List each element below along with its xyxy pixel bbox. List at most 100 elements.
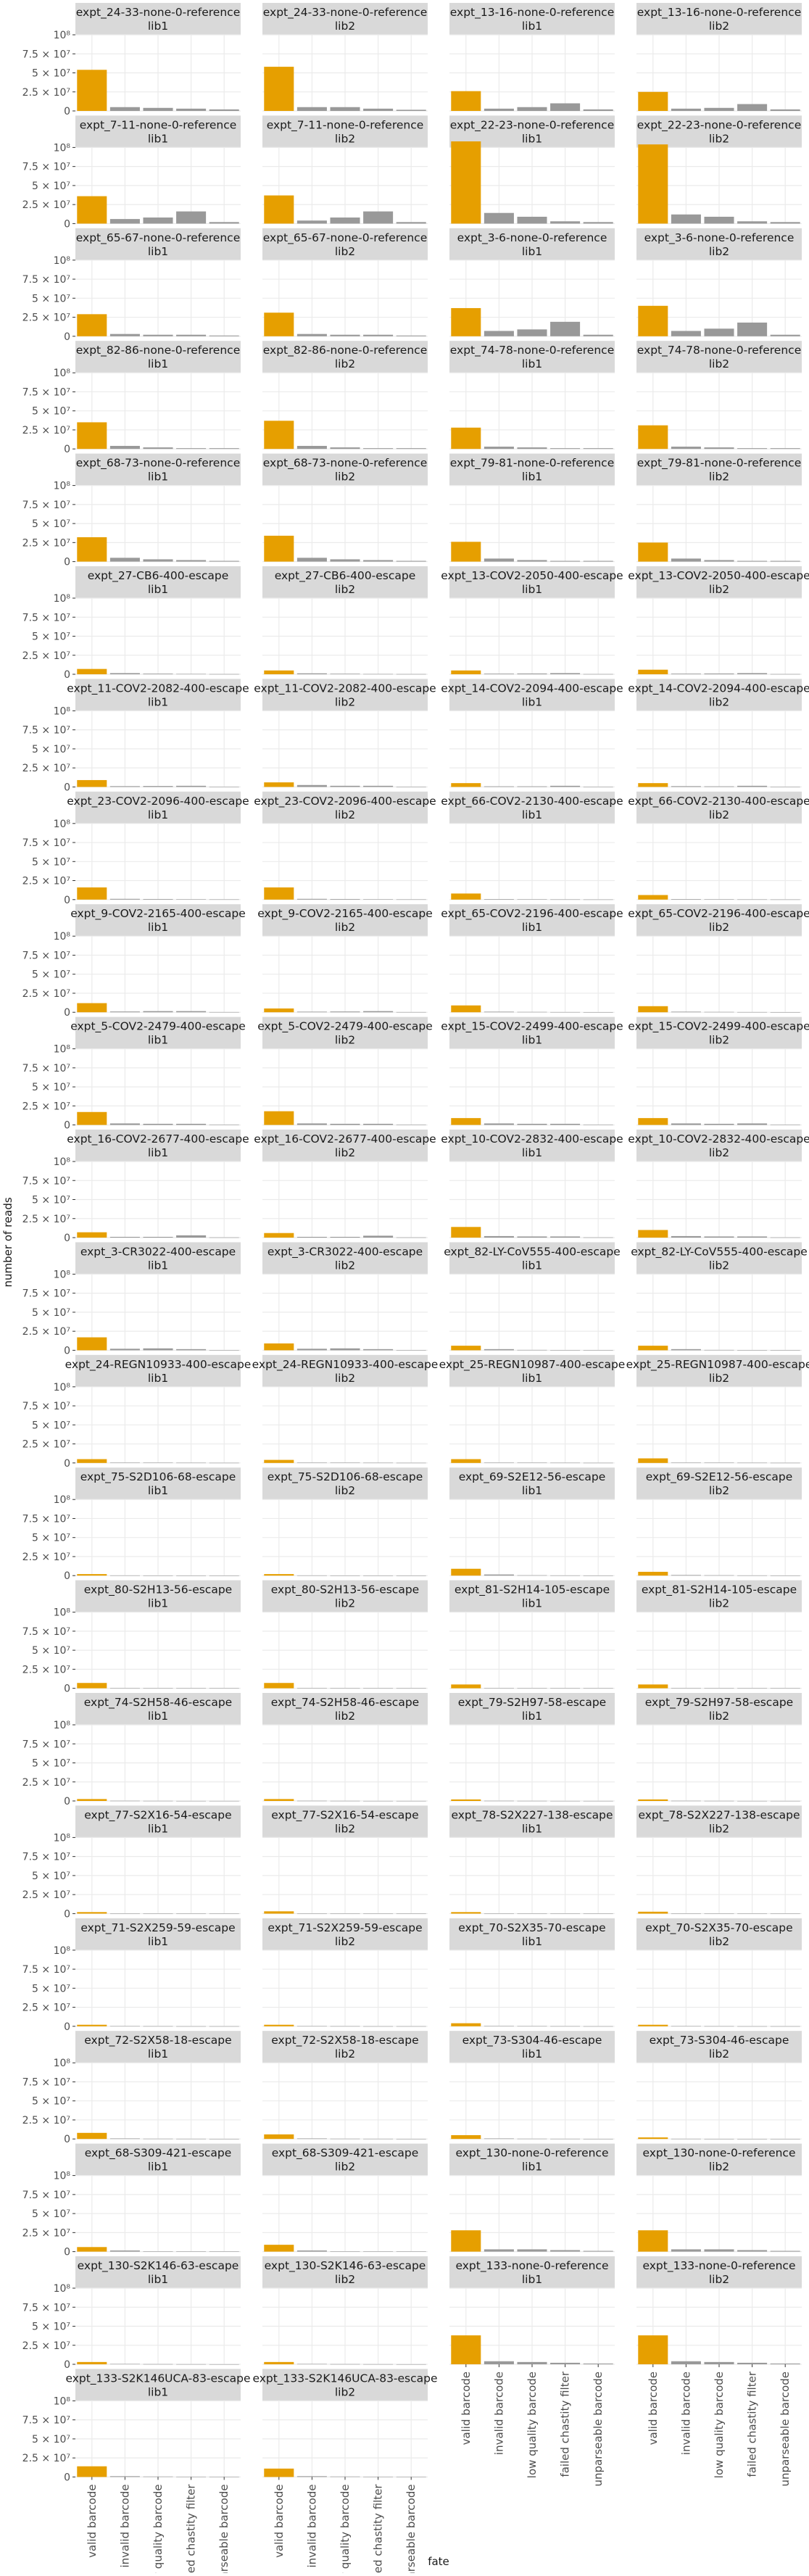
y-tick-label: 0 xyxy=(64,1345,70,1357)
y-tick-label: 10⁸ xyxy=(54,1269,71,1280)
facet-title: expt_5-COV2-2479-400-escape xyxy=(257,1020,433,1034)
bar-unparseable-barcode xyxy=(583,674,613,675)
x-tick-label: invalid barcode xyxy=(679,2372,692,2455)
bar-failed-chastity-filter xyxy=(737,1011,768,1013)
facet-strip xyxy=(262,1354,428,1387)
facet-title: expt_22-23-none-0-reference xyxy=(450,118,614,132)
bar-failed-chastity-filter xyxy=(737,1800,768,1802)
bar-low-quality-barcode xyxy=(517,560,547,562)
facet-lib: lib1 xyxy=(148,471,168,484)
bar-failed-chastity-filter xyxy=(176,1575,207,1576)
bar-failed-chastity-filter xyxy=(737,1350,768,1351)
y-tick-label: 5 × 10⁷ xyxy=(32,2434,70,2445)
bar-failed-chastity-filter xyxy=(737,673,768,674)
bar-valid-barcode xyxy=(264,2468,294,2477)
x-tick-label: failed chastity filter xyxy=(559,2371,572,2477)
bar-valid-barcode xyxy=(451,1118,481,1125)
y-tick-label: 5 × 10⁷ xyxy=(32,631,70,643)
facet-lib: lib2 xyxy=(335,471,355,484)
bar-low-quality-barcode xyxy=(143,218,173,224)
bar-unparseable-barcode xyxy=(396,899,426,900)
bar-failed-chastity-filter xyxy=(550,1011,581,1013)
facet-title: expt_81-S2H14-105-escape xyxy=(455,1583,610,1597)
bar-failed-chastity-filter xyxy=(363,1235,394,1238)
bar-low-quality-barcode xyxy=(143,2138,173,2140)
y-tick-label: 7.5 × 10⁷ xyxy=(22,1964,70,1976)
bar-unparseable-barcode xyxy=(396,560,426,562)
facet-title: expt_11-COV2-2082-400-escape xyxy=(67,682,249,695)
facet-lib: lib1 xyxy=(522,921,542,934)
bar-valid-barcode xyxy=(77,1799,107,1801)
bar-valid-barcode xyxy=(264,2245,294,2252)
facet-strip xyxy=(262,3,428,35)
y-tick-label: 2.5 × 10⁷ xyxy=(22,312,70,324)
facet-strip xyxy=(636,1693,802,1725)
bar-valid-barcode xyxy=(638,1230,668,1238)
x-tick-label: failed chastity filter xyxy=(372,2484,385,2573)
bar-failed-chastity-filter xyxy=(550,1800,581,1802)
y-tick-label: 10⁸ xyxy=(54,1720,71,1731)
facet-title: expt_79-S2H97-58-escape xyxy=(458,1696,606,1710)
bar-invalid-barcode xyxy=(296,898,327,900)
facet-lib: lib1 xyxy=(522,1034,542,1047)
y-tick-label: 5 × 10⁷ xyxy=(32,744,70,755)
bar-valid-barcode xyxy=(451,1459,481,1463)
bar-unparseable-barcode xyxy=(396,2026,426,2027)
facet-lib: lib2 xyxy=(709,132,729,145)
facet-title: expt_3-CR3022-400-escape xyxy=(80,1245,236,1259)
bar-valid-barcode xyxy=(264,421,294,450)
y-tick-label: 5 × 10⁷ xyxy=(32,1758,70,1770)
bar-failed-chastity-filter xyxy=(363,560,394,562)
bar-failed-chastity-filter xyxy=(176,2251,207,2252)
bar-low-quality-barcode xyxy=(704,2138,734,2140)
bar-unparseable-barcode xyxy=(583,1688,613,1689)
facet-lib: lib1 xyxy=(148,2273,168,2286)
y-tick-label: 7.5 × 10⁷ xyxy=(22,1739,70,1750)
facet-title: expt_3-6-none-0-reference xyxy=(644,231,795,245)
bar-low-quality-barcode xyxy=(330,2251,360,2252)
facet-lib: lib1 xyxy=(522,20,542,33)
bar-failed-chastity-filter xyxy=(550,1462,581,1464)
bar-unparseable-barcode xyxy=(209,560,239,562)
bar-low-quality-barcode xyxy=(330,1800,360,1802)
y-tick-label: 7.5 × 10⁷ xyxy=(22,1063,70,1074)
x-tick-label: valid barcode xyxy=(647,2372,660,2445)
facet-lib: lib1 xyxy=(148,2385,168,2398)
bar-invalid-barcode xyxy=(296,1913,327,1914)
bar-invalid-barcode xyxy=(671,1123,701,1125)
bar-low-quality-barcode xyxy=(517,2361,547,2364)
y-tick-label: 10⁸ xyxy=(54,1494,71,1506)
facet-strip xyxy=(262,228,428,260)
y-tick-label: 5 × 10⁷ xyxy=(32,969,70,981)
facet-title: expt_65-COV2-2196-400-escape xyxy=(441,907,623,921)
y-tick-label: 5 × 10⁷ xyxy=(32,1871,70,1882)
y-tick-label: 7.5 × 10⁷ xyxy=(22,49,70,60)
y-tick-label: 7.5 × 10⁷ xyxy=(22,1852,70,1863)
facet-lib: lib2 xyxy=(335,2385,355,2398)
facet-strip xyxy=(449,679,615,711)
facet-lib: lib2 xyxy=(335,2161,355,2174)
facet-lib: lib2 xyxy=(709,808,729,821)
bar-low-quality-barcode xyxy=(704,2249,734,2252)
bar-low-quality-barcode xyxy=(330,1124,360,1125)
facet-lib: lib2 xyxy=(335,808,355,821)
facet-title: expt_5-COV2-2479-400-escape xyxy=(70,1020,246,1034)
facet-title: expt_24-33-none-0-reference xyxy=(76,6,240,20)
bar-valid-barcode xyxy=(264,1574,294,1576)
bar-low-quality-barcode xyxy=(330,1011,360,1013)
facet-strip xyxy=(449,453,615,486)
bar-unparseable-barcode xyxy=(770,1011,800,1013)
bar-valid-barcode xyxy=(638,542,668,562)
bar-unparseable-barcode xyxy=(396,1011,426,1013)
y-tick-label: 0 xyxy=(64,1007,70,1019)
facet-strip xyxy=(449,341,615,373)
bar-unparseable-barcode xyxy=(209,1350,239,1351)
facet-title: expt_77-S2X16-54-escape xyxy=(271,1808,418,1822)
bar-invalid-barcode xyxy=(671,899,701,900)
